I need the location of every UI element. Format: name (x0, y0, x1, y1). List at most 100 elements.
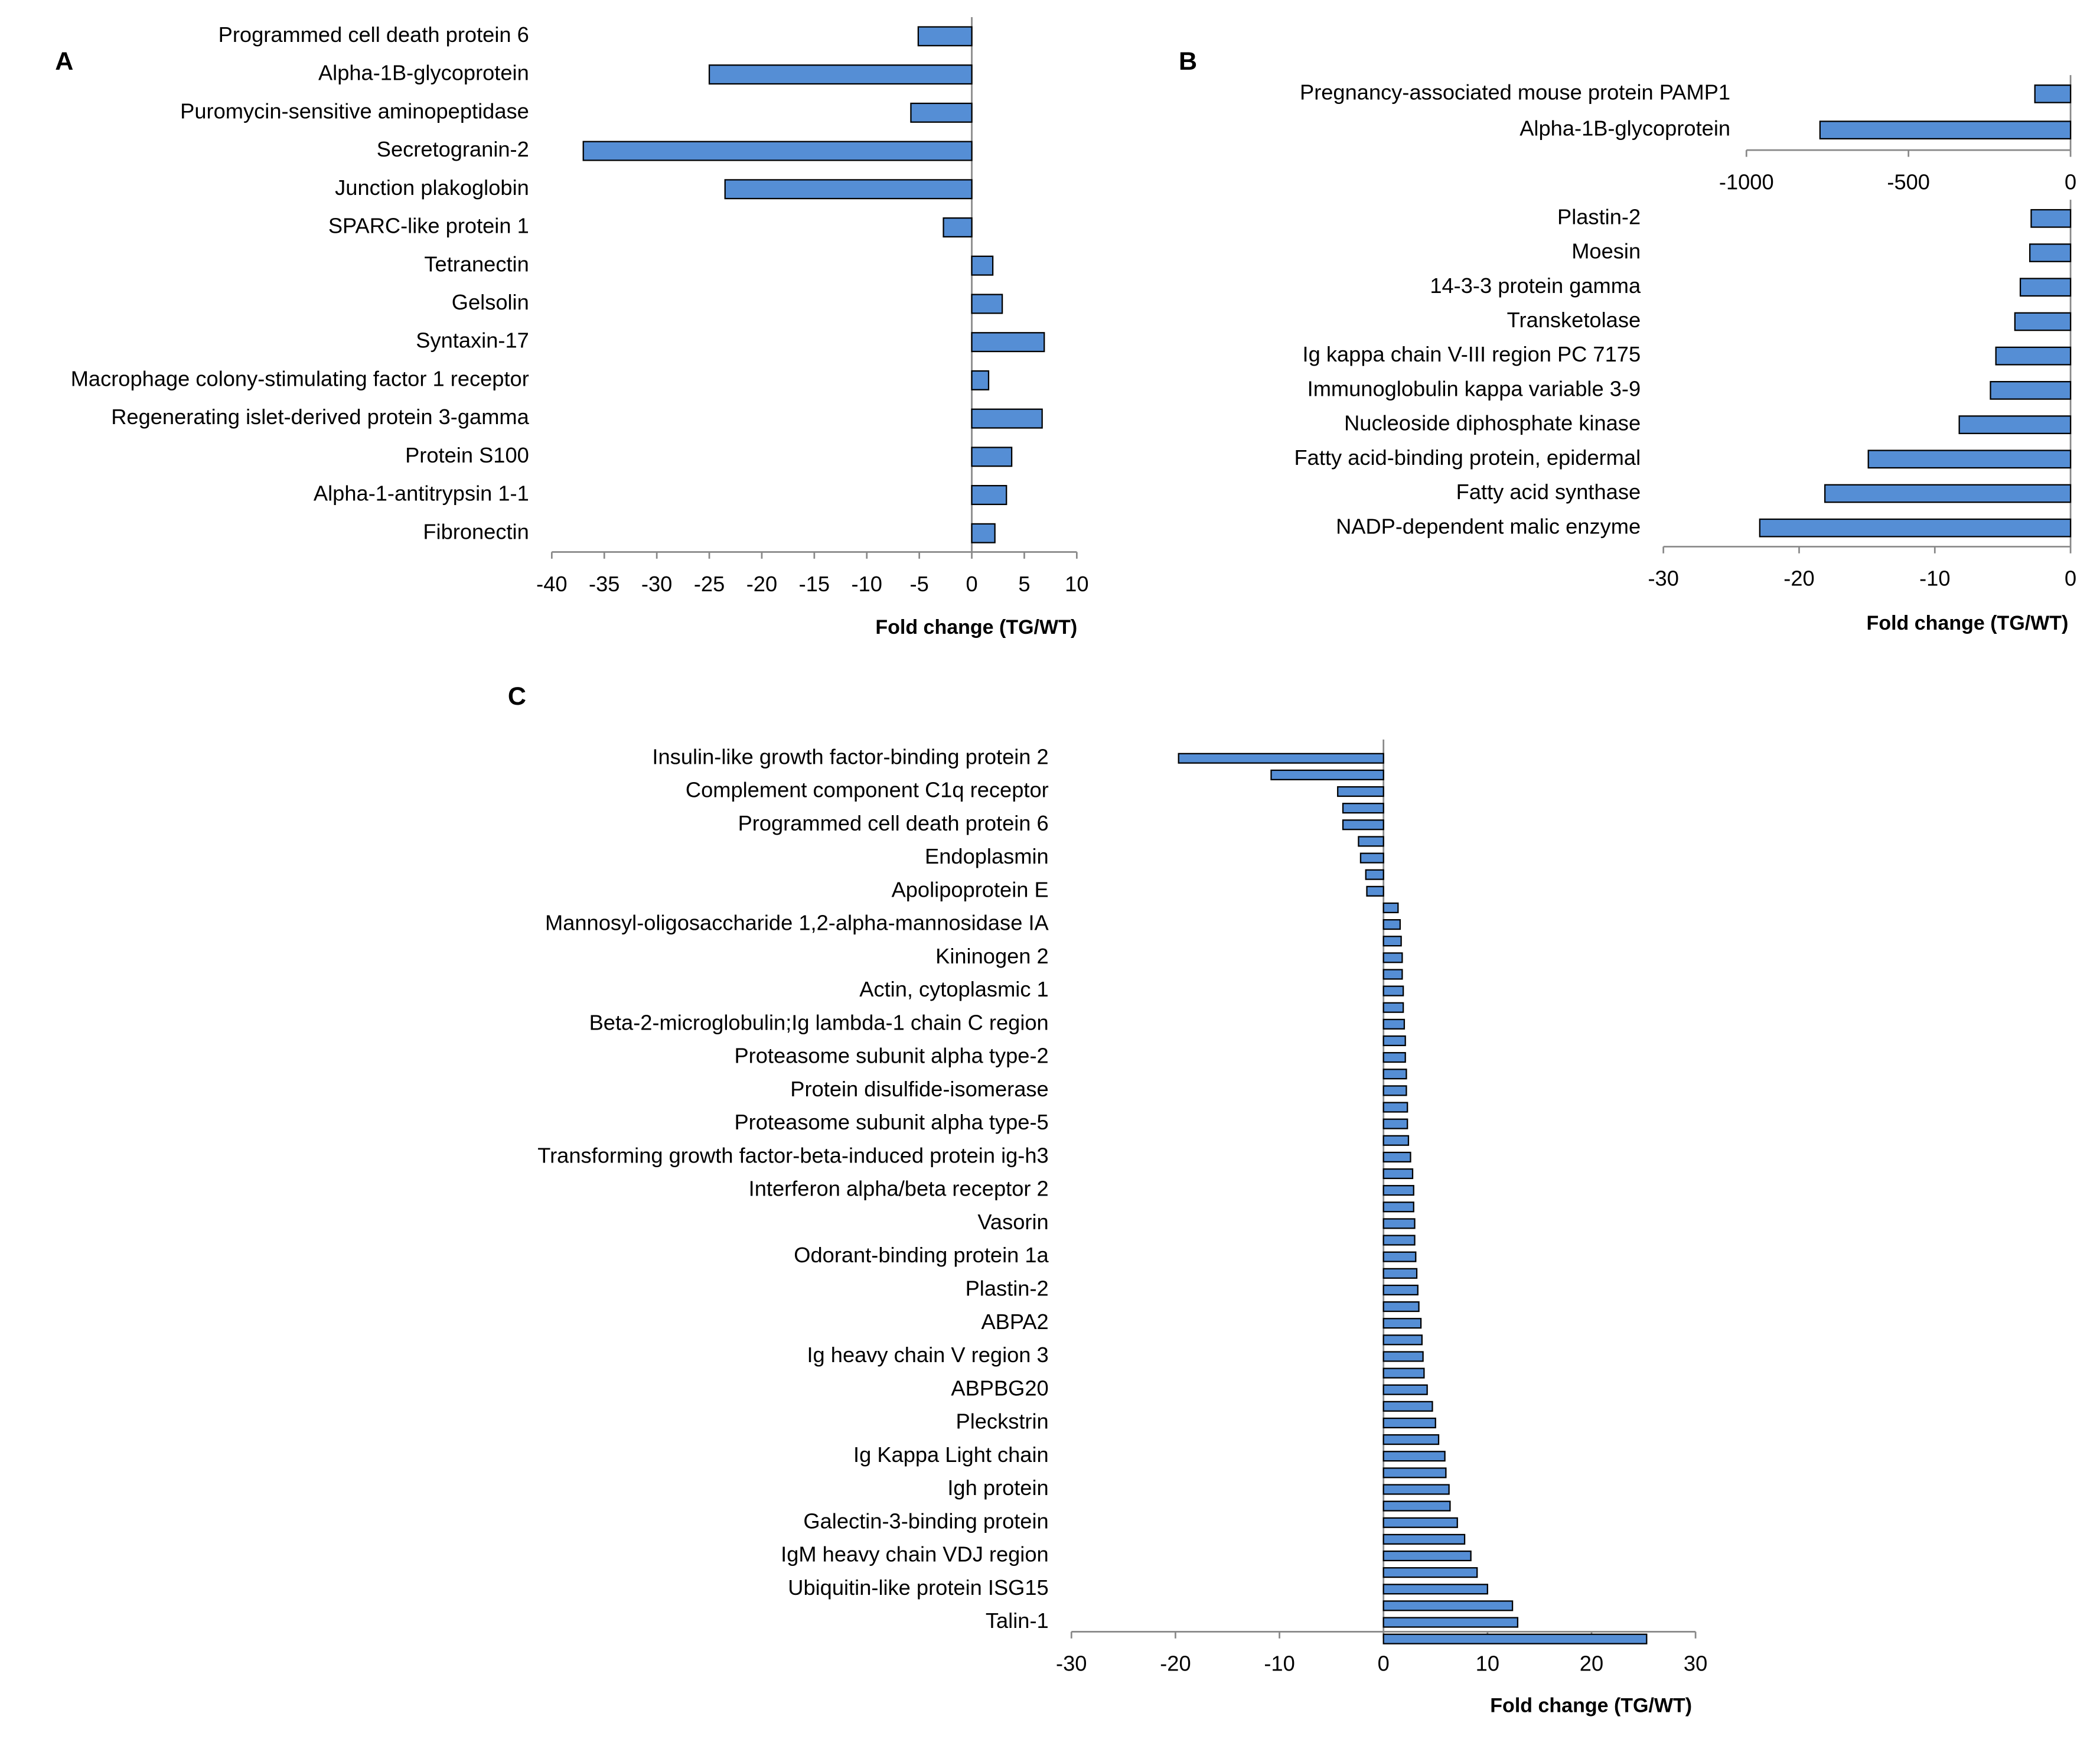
bar (2034, 84, 2072, 103)
bar (1382, 1052, 1406, 1063)
bar (1759, 518, 2072, 538)
category-label: Fibronectin (423, 519, 529, 543)
x-tick-label: 30 (1684, 1652, 1707, 1676)
bar (1382, 902, 1399, 914)
bar (971, 408, 1043, 429)
bar (971, 332, 1045, 353)
bar (1867, 450, 2072, 469)
bar (1382, 1633, 1648, 1644)
category-label: Junction plakoglobin (335, 175, 529, 200)
x-tick-label: -10 (1264, 1652, 1294, 1676)
x-axis-label: Fold change (TG/WT) (1867, 612, 2069, 634)
category-label: Odorant-binding protein 1a (794, 1243, 1049, 1267)
bar (1382, 1484, 1450, 1495)
category-label: Programmed cell death protein 6 (219, 22, 529, 47)
bar (1382, 1218, 1416, 1229)
bar (1382, 1318, 1422, 1329)
bar (1382, 1401, 1433, 1412)
x-tick-label: -35 (589, 572, 619, 596)
bar (1382, 1151, 1411, 1162)
category-label: Puromycin-sensitive aminopeptidase (180, 99, 529, 123)
x-tick-label: 0 (1378, 1652, 1390, 1676)
bar (1382, 1584, 1488, 1595)
category-label: 14-3-3 protein gamma (1430, 273, 1641, 298)
panel-label: A (55, 47, 73, 76)
x-tick-label: -40 (536, 572, 567, 596)
bar (1382, 1035, 1406, 1047)
x-tick-label: -25 (694, 572, 725, 596)
category-label: Pleckstrin (956, 1409, 1049, 1434)
bar (1382, 1185, 1414, 1196)
bar (1819, 121, 2072, 140)
category-label: Ubiquitin-like protein ISG15 (788, 1575, 1048, 1600)
x-tick-label: 0 (966, 572, 977, 596)
bar (1382, 1467, 1447, 1479)
bar (1382, 1018, 1406, 1030)
panel-label: C (508, 682, 526, 711)
category-label: Kininogen 2 (935, 944, 1049, 968)
x-tick-label: 5 (1018, 572, 1030, 596)
category-label: Gelsolin (452, 290, 529, 314)
category-label: Plastin-2 (1557, 204, 1641, 229)
x-tick-label: -30 (641, 572, 672, 596)
category-label: Pregnancy-associated mouse protein PAMP1 (1300, 80, 1730, 104)
category-label: ABPA2 (981, 1310, 1048, 1334)
bar (2030, 209, 2072, 228)
category-label: Proteasome subunit alpha type-5 (734, 1110, 1048, 1134)
category-label: Plastin-2 (966, 1276, 1049, 1301)
category-label: Actin, cytoplasmic 1 (859, 977, 1048, 1001)
bar (724, 179, 973, 200)
bar (1382, 1085, 1407, 1096)
category-label: Macrophage colony-stimulating factor 1 r… (71, 366, 529, 390)
bar (1382, 1135, 1410, 1146)
x-tick-label: -500 (1887, 170, 1930, 194)
x-tick-label: -5 (910, 572, 929, 596)
bar (1358, 836, 1384, 847)
bar (1382, 1102, 1408, 1113)
bar (1382, 1069, 1407, 1080)
bar (910, 102, 973, 123)
bar (2014, 312, 2072, 331)
category-label: Talin-1 (986, 1608, 1049, 1633)
category-label: Galectin-3-binding protein (803, 1509, 1048, 1533)
bar (1178, 753, 1384, 764)
bar (1382, 969, 1403, 980)
bar (1337, 786, 1384, 797)
category-label: Vasorin (977, 1210, 1048, 1234)
bar (1382, 1002, 1404, 1013)
category-label: Transketolase (1507, 308, 1641, 332)
bar (1382, 1235, 1416, 1246)
bar (1382, 1533, 1466, 1545)
category-label: Tetranectin (424, 252, 529, 276)
bar (1382, 1417, 1436, 1429)
category-label: Protein S100 (405, 443, 529, 467)
bar (708, 64, 973, 85)
bar (1382, 1617, 1519, 1628)
category-label: Proteasome subunit alpha type-2 (734, 1044, 1048, 1068)
category-label: Ig heavy chain V region 3 (807, 1343, 1048, 1367)
category-label: Insulin-like growth factor-binding prote… (652, 744, 1048, 768)
category-label: Endoplasmin (925, 844, 1049, 868)
bar (1382, 1351, 1424, 1362)
category-label: Programmed cell death protein 6 (738, 811, 1049, 835)
category-label: IgM heavy chain VDJ region (781, 1542, 1049, 1567)
x-tick-label: -20 (1160, 1652, 1191, 1676)
bar (1359, 852, 1384, 864)
bar (1382, 1550, 1472, 1562)
bar (1382, 1118, 1408, 1129)
category-label: Ig Kappa Light chain (853, 1442, 1049, 1467)
bar (971, 485, 1007, 506)
bar (1824, 484, 2072, 503)
bar (1382, 1168, 1414, 1180)
category-label: Secretogranin-2 (377, 137, 529, 161)
bar (1382, 1451, 1446, 1462)
category-label: Moesin (1571, 239, 1641, 263)
category-label: NADP-dependent malic enzyme (1336, 514, 1641, 538)
x-tick-label: -30 (1056, 1652, 1087, 1676)
bar (943, 217, 973, 238)
x-tick-label: -30 (1648, 566, 1678, 591)
category-label: Syntaxin-17 (416, 328, 529, 353)
bar (1382, 919, 1401, 930)
category-label: Mannosyl-oligosaccharide 1,2-alpha-manno… (545, 911, 1049, 935)
